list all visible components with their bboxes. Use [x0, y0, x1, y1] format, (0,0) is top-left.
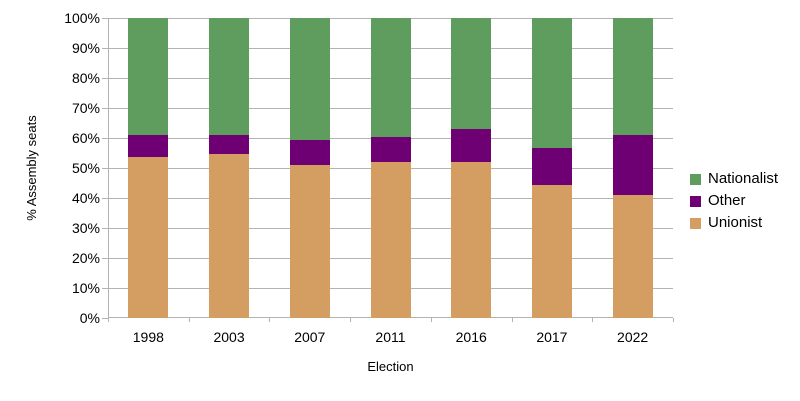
y-tick-mark [102, 198, 108, 199]
y-tick-label: 0% [79, 310, 100, 326]
bar-segment-unionist-2011 [370, 162, 411, 318]
x-tick-label: 2017 [536, 329, 568, 345]
bar-segment-nationalist-2003 [209, 18, 250, 135]
x-tick-label: 2011 [375, 329, 406, 345]
y-tick-label: 20% [71, 250, 100, 266]
bar-segment-unionist-2017 [531, 184, 572, 318]
bar-segment-unionist-2016 [451, 162, 492, 318]
x-tick-label: 1998 [132, 329, 164, 345]
legend-label-nationalist: Nationalist [708, 170, 779, 187]
x-tick-mark [592, 318, 594, 322]
y-tick-mark [102, 138, 108, 139]
legend-item-unionist: Unionist [690, 212, 778, 234]
x-axis-title: Election [367, 359, 414, 374]
x-tick-mark [188, 318, 190, 322]
y-tick-label: 30% [71, 220, 100, 236]
x-tick-label: 2016 [455, 329, 487, 345]
y-tick-label: 90% [71, 40, 100, 56]
x-tick-label: 2007 [294, 329, 326, 345]
y-tick-mark [102, 258, 108, 259]
y-tick-label: 100% [64, 10, 100, 26]
bar-segment-nationalist-2022 [612, 18, 653, 135]
bar-segment-other-1998 [128, 134, 169, 157]
bar-segment-other-2016 [451, 129, 492, 163]
y-tick-mark [102, 108, 108, 109]
y-tick-mark [102, 168, 108, 169]
legend-label-unionist: Unionist [708, 214, 763, 231]
bar-segment-other-2011 [370, 137, 411, 163]
y-tick-label: 10% [71, 280, 100, 296]
bar-segment-nationalist-1998 [128, 18, 169, 135]
legend-swatch-unionist [690, 217, 701, 229]
y-tick-mark [102, 318, 108, 319]
legend-label-other: Other [708, 192, 746, 209]
x-tick-mark [108, 318, 109, 322]
bar-segment-other-2003 [209, 134, 250, 155]
y-tick-label: 60% [71, 130, 100, 146]
bar-segment-unionist-2022 [612, 194, 653, 318]
x-tick-mark [269, 318, 271, 322]
y-tick-label: 50% [71, 160, 100, 176]
x-tick-mark [673, 318, 674, 322]
bar-segment-nationalist-2017 [531, 18, 572, 149]
bar-segment-nationalist-2007 [289, 18, 330, 141]
legend-swatch-other [690, 195, 701, 207]
bar-segment-unionist-2003 [209, 154, 250, 318]
bar-segment-nationalist-2011 [370, 18, 411, 138]
legend-item-nationalist: Nationalist [690, 168, 778, 190]
legend-item-other: Other [690, 190, 778, 212]
x-tick-label: 2003 [213, 329, 245, 345]
y-tick-mark [102, 18, 108, 19]
x-tick-mark [350, 318, 352, 322]
legend-swatch-nationalist [690, 173, 701, 185]
y-tick-label: 40% [71, 190, 100, 206]
bar-segment-unionist-2007 [289, 165, 330, 318]
y-tick-mark [102, 78, 108, 79]
bar-segment-nationalist-2016 [451, 18, 492, 129]
y-tick-mark [102, 48, 108, 49]
y-tick-mark [102, 288, 108, 289]
bar-segment-other-2007 [289, 140, 330, 166]
bar-segment-unionist-1998 [128, 156, 169, 318]
y-tick-label: 80% [71, 70, 100, 86]
x-tick-mark [430, 318, 432, 322]
legend: Nationalist Other Unionist [690, 168, 778, 234]
y-tick-label: 70% [71, 100, 100, 116]
x-tick-mark [511, 318, 513, 322]
x-tick-label: 2022 [617, 329, 649, 345]
y-tick-mark [102, 228, 108, 229]
plot-area [102, 18, 674, 322]
bar-segment-other-2022 [612, 134, 653, 195]
bar-segment-other-2017 [531, 148, 572, 185]
